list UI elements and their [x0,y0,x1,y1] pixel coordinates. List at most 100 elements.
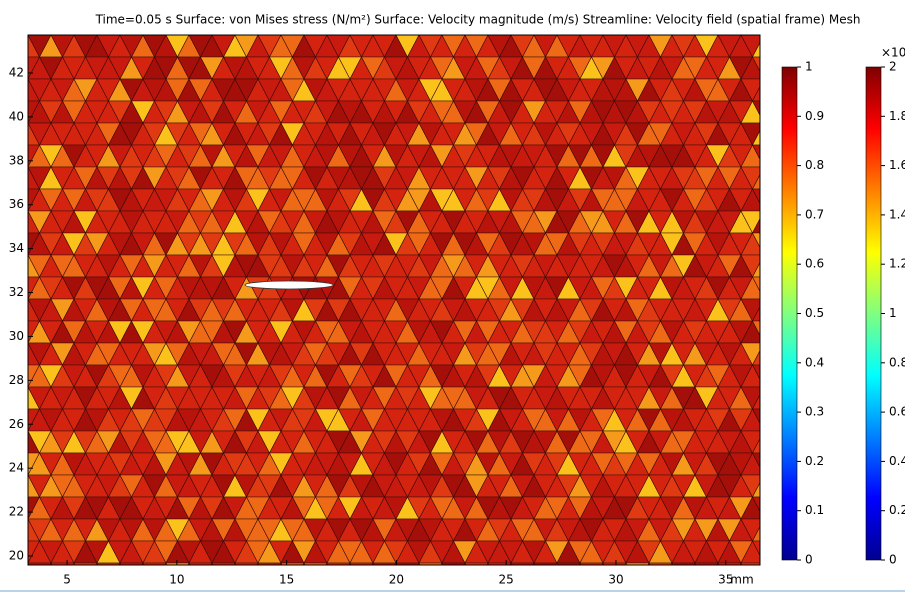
mesh-element [155,585,178,601]
colorbar-tick-label: 0.4 [889,454,905,468]
mesh-element [752,394,760,410]
mesh-element [28,474,29,476]
mesh-element [28,298,29,300]
mesh-element [396,585,419,601]
colorbar-tick-label: 1 [805,60,813,74]
x-tick-label: 30 [608,573,623,587]
y-tick-label: 36 [9,197,24,211]
mesh-element [569,585,592,601]
colorbar-tick-label: 0.1 [805,503,824,517]
mesh-element [752,42,760,58]
y-tick-label: 28 [9,373,24,387]
mesh-element [799,519,822,541]
mesh-element [799,475,822,497]
mesh-element [799,79,822,101]
mesh-element [810,277,833,299]
mesh-element [371,562,375,565]
mesh-element [28,562,52,565]
mesh-element [647,562,651,565]
mesh-element [418,562,443,565]
mesh-element [316,585,339,601]
x-tick-label: 20 [389,573,404,587]
mesh-element [210,562,214,565]
mesh-element [671,562,696,565]
mesh-element [718,585,741,601]
mesh-element [28,562,30,565]
mesh-element [592,585,615,601]
mesh-element [557,585,580,601]
mesh-element [247,585,270,601]
mesh-element [694,562,719,565]
mesh-element [810,57,833,79]
mesh-element [546,585,569,601]
colorbar-tick-label: 1 [889,306,897,320]
mesh-element [463,562,467,565]
mesh-element [752,218,760,234]
mesh-element [28,35,29,36]
mesh-element [74,585,97,601]
mesh-element [534,585,557,601]
mesh-element [408,585,431,601]
mesh-element [752,276,760,292]
mesh-element [188,562,213,565]
y-tick-label: 26 [9,417,24,431]
mesh-element [776,35,799,57]
y-tick-label: 22 [9,505,24,519]
mesh-element [752,350,760,366]
mesh-element [741,585,764,601]
mesh-element [454,585,477,601]
mesh-element [752,144,760,160]
mesh-element [810,233,833,255]
mesh-element [787,585,810,601]
mesh-element [638,585,661,601]
mesh-element [235,585,258,601]
x-tick-label: 10 [169,573,184,587]
colorbar-tick-label: 0.3 [805,405,824,419]
mesh-element [661,585,684,601]
mesh-element [348,562,352,565]
x-tick-label: 35 [718,573,733,587]
mesh-element [49,562,53,565]
mesh-element [73,35,98,36]
mesh-element [684,585,707,601]
mesh-element [799,585,822,601]
mesh-element [28,35,29,36]
mesh-element [73,35,75,36]
mesh-element [166,585,189,601]
mesh-element [625,562,650,565]
mesh-element [362,585,385,601]
mesh-element [580,585,603,601]
body-outline [244,280,334,290]
colorbar-tick-label: 0.8 [889,355,905,369]
mesh-element [293,585,316,601]
mesh-element [707,585,730,601]
mesh-element [212,585,235,601]
colorbar-tick-label: 0.4 [805,355,824,369]
mesh-element [752,100,760,116]
mesh-element [799,233,822,255]
x-tick-label: 5 [63,573,71,587]
mesh-element [799,35,822,57]
y-tick-label: 32 [9,285,24,299]
mesh-element [28,342,29,344]
mesh-element [799,431,822,453]
x-unit: mm [730,573,753,587]
mesh-element [143,585,166,601]
colorbar-tick-label: 2 [889,60,897,74]
mesh-element [350,585,373,601]
mesh-element [97,585,120,601]
mesh-element [327,585,350,601]
chart-title: Time=0.05 s Surface: von Mises stress (N… [95,13,861,27]
mesh-element [752,526,760,542]
mesh-element [752,130,760,146]
mesh-element [603,585,626,601]
plot-frame [27,34,761,566]
mesh-element [799,277,822,299]
mesh-element [764,585,787,601]
mesh-element [201,585,224,601]
mesh-element [672,585,695,601]
mesh-element [730,585,753,601]
mesh-element [339,585,362,601]
